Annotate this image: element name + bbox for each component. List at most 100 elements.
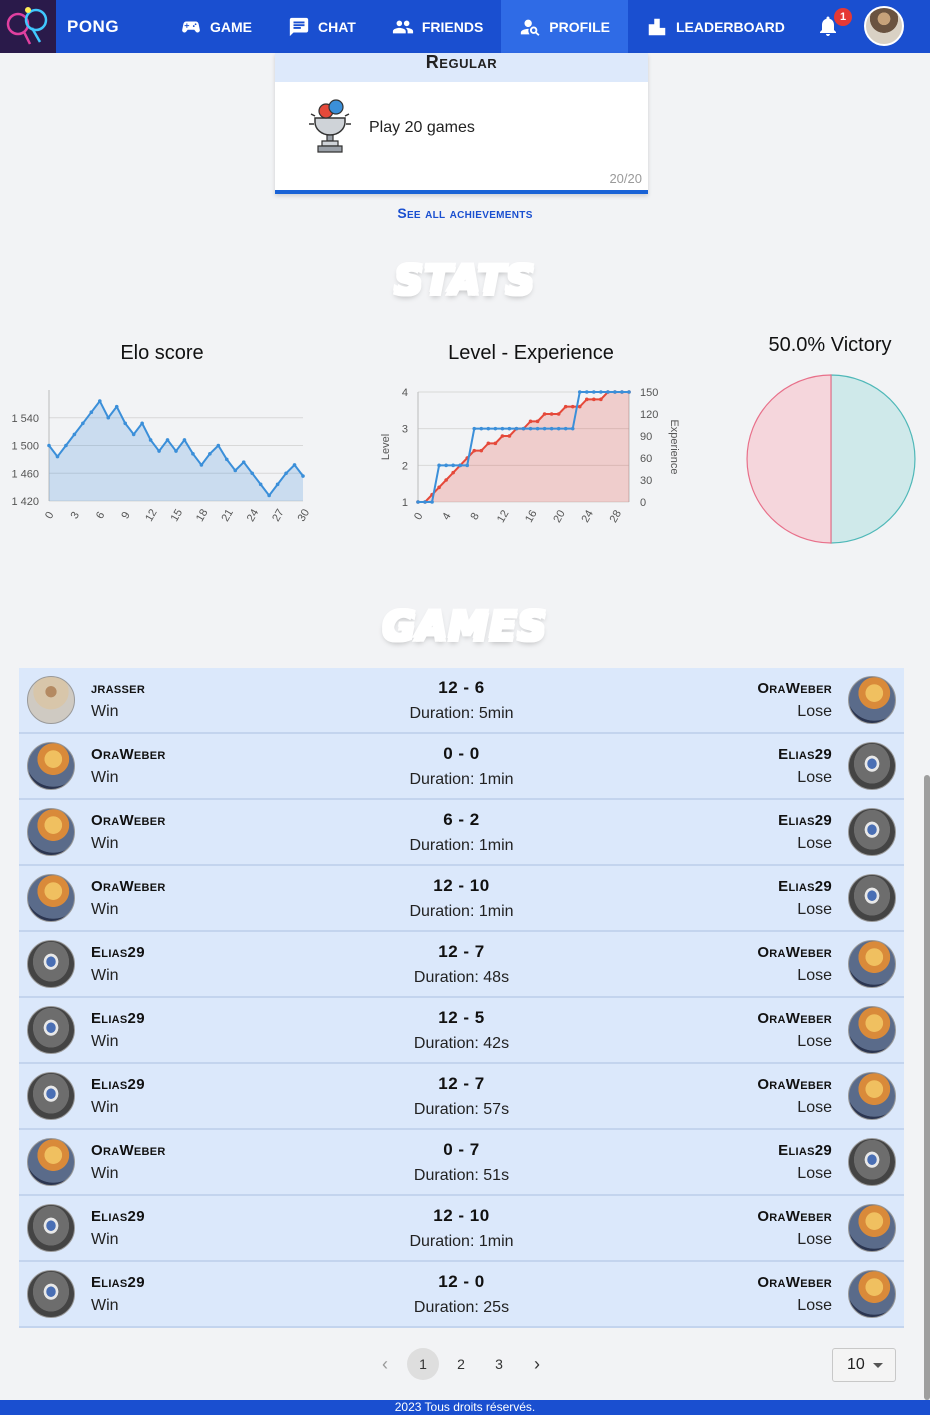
level-point (620, 390, 624, 394)
game-duration: Duration: 5min (409, 705, 514, 722)
left-player-name[interactable]: OraWeber (91, 1142, 166, 1159)
nav-game[interactable]: GAME (162, 0, 270, 53)
right-player-avatar[interactable] (848, 874, 896, 922)
left-player-result: Win (91, 835, 119, 852)
experience-point (592, 397, 596, 402)
experience-area (418, 392, 629, 502)
right-player-name[interactable]: OraWeber (757, 944, 832, 961)
left-player-result: Win (91, 1099, 119, 1116)
left-player-name[interactable]: Elias29 (91, 1208, 145, 1225)
left-player-name[interactable]: OraWeber (91, 746, 166, 763)
level-point (549, 426, 554, 431)
achievement-card: Regular Play 20 games 20/20 (275, 53, 648, 194)
right-player-name[interactable]: OraWeber (757, 1076, 832, 1093)
right-player-name[interactable]: OraWeber (757, 680, 832, 697)
level-point (472, 426, 477, 431)
nav-leaderboard[interactable]: LEADERBOARD (628, 0, 803, 53)
right-player-avatar[interactable] (848, 1006, 896, 1054)
right-player-name[interactable]: Elias29 (778, 1142, 832, 1159)
right-player-avatar[interactable] (848, 1138, 896, 1186)
left-player-avatar[interactable] (27, 1270, 75, 1318)
pong-logo[interactable] (0, 0, 56, 53)
y-tick-label: 3 (402, 424, 408, 436)
scrollbar[interactable] (924, 775, 930, 1400)
left-player-name[interactable]: OraWeber (91, 878, 166, 895)
left-player-avatar[interactable] (27, 742, 75, 790)
right-player-name[interactable]: OraWeber (757, 1010, 832, 1027)
left-player-avatar[interactable] (27, 1072, 75, 1120)
x-tick-label: 3 (69, 510, 82, 521)
elo-point (131, 432, 136, 437)
notifications-button[interactable]: 1 (816, 8, 852, 38)
page-3-button[interactable]: 3 (495, 1356, 503, 1372)
x-tick-label: 12 (143, 507, 160, 524)
notification-badge: 1 (834, 8, 852, 26)
right-player-name[interactable]: Elias29 (778, 878, 832, 895)
left-player-avatar[interactable] (27, 676, 75, 724)
elo-point (123, 421, 127, 426)
right-player-name[interactable]: OraWeber (757, 1274, 832, 1291)
y2-tick-label: 150 (640, 387, 658, 399)
right-player-name[interactable]: OraWeber (757, 1208, 832, 1225)
level-point (570, 426, 575, 431)
right-player-result: Lose (797, 1231, 832, 1248)
game-duration: Duration: 1min (409, 1233, 514, 1250)
elo-point (140, 421, 144, 426)
left-player-name[interactable]: Elias29 (91, 1076, 145, 1093)
nav-friends[interactable]: FRIENDS (374, 0, 501, 53)
left-player-name[interactable]: Elias29 (91, 1010, 145, 1027)
level-point (458, 463, 462, 468)
experience-point (535, 419, 540, 424)
right-player-avatar[interactable] (848, 940, 896, 988)
right-player-avatar[interactable] (848, 676, 896, 724)
page-2-button[interactable]: 2 (457, 1356, 465, 1372)
right-player-name[interactable]: Elias29 (778, 812, 832, 829)
leaderboard-icon (648, 18, 666, 35)
right-player-name[interactable]: Elias29 (778, 746, 832, 763)
right-player-avatar[interactable] (848, 1270, 896, 1318)
user-avatar[interactable] (864, 6, 904, 46)
x-tick-label: 6 (94, 510, 107, 521)
experience-point (549, 412, 554, 416)
brand-name[interactable]: PONG (67, 16, 120, 36)
see-all-achievements-link[interactable]: See all achievements (397, 205, 533, 221)
left-player-name[interactable]: jrasser (91, 680, 146, 697)
navbar: PONG GAME CHAT FRIENDS PROFILE LEADERBOA… (0, 0, 930, 53)
level-point (521, 426, 526, 431)
elo-point (199, 463, 204, 467)
left-player-avatar[interactable] (27, 1006, 75, 1054)
right-player-result: Lose (797, 703, 832, 720)
prev-page-button[interactable]: ‹ (382, 1353, 388, 1374)
left-player-name[interactable]: Elias29 (91, 944, 145, 961)
page-1-button[interactable]: 1 (407, 1348, 439, 1380)
table-row: Elias29 Win 12 - 5 Duration: 42s OraWebe… (19, 998, 904, 1064)
per-page-select[interactable]: 10 (832, 1348, 896, 1382)
experience-point (585, 397, 589, 402)
next-page-button[interactable]: › (534, 1353, 540, 1374)
left-player-name[interactable]: OraWeber (91, 812, 166, 829)
left-player-avatar[interactable] (27, 874, 75, 922)
right-player-result: Lose (797, 1297, 832, 1314)
left-player-name[interactable]: Elias29 (91, 1274, 145, 1291)
right-player-avatar[interactable] (848, 1204, 896, 1252)
game-duration: Duration: 48s (413, 969, 510, 986)
experience-point (451, 470, 455, 475)
right-player-avatar[interactable] (848, 808, 896, 856)
game-duration: Duration: 25s (413, 1299, 510, 1316)
experience-point (472, 448, 477, 453)
right-player-avatar[interactable] (848, 742, 896, 790)
game-score: 0 - 7 (443, 1140, 480, 1159)
nav-profile[interactable]: PROFILE (501, 0, 628, 53)
left-player-avatar[interactable] (27, 940, 75, 988)
left-player-avatar[interactable] (27, 1138, 75, 1186)
left-player-avatar[interactable] (27, 1204, 75, 1252)
level-point (627, 390, 631, 394)
experience-point (500, 434, 505, 438)
y2-tick-label: 30 (640, 475, 652, 487)
nav-chat[interactable]: CHAT (270, 0, 374, 53)
left-player-avatar[interactable] (27, 808, 75, 856)
experience-point (493, 441, 498, 446)
chat-icon (289, 17, 309, 36)
right-player-avatar[interactable] (848, 1072, 896, 1120)
